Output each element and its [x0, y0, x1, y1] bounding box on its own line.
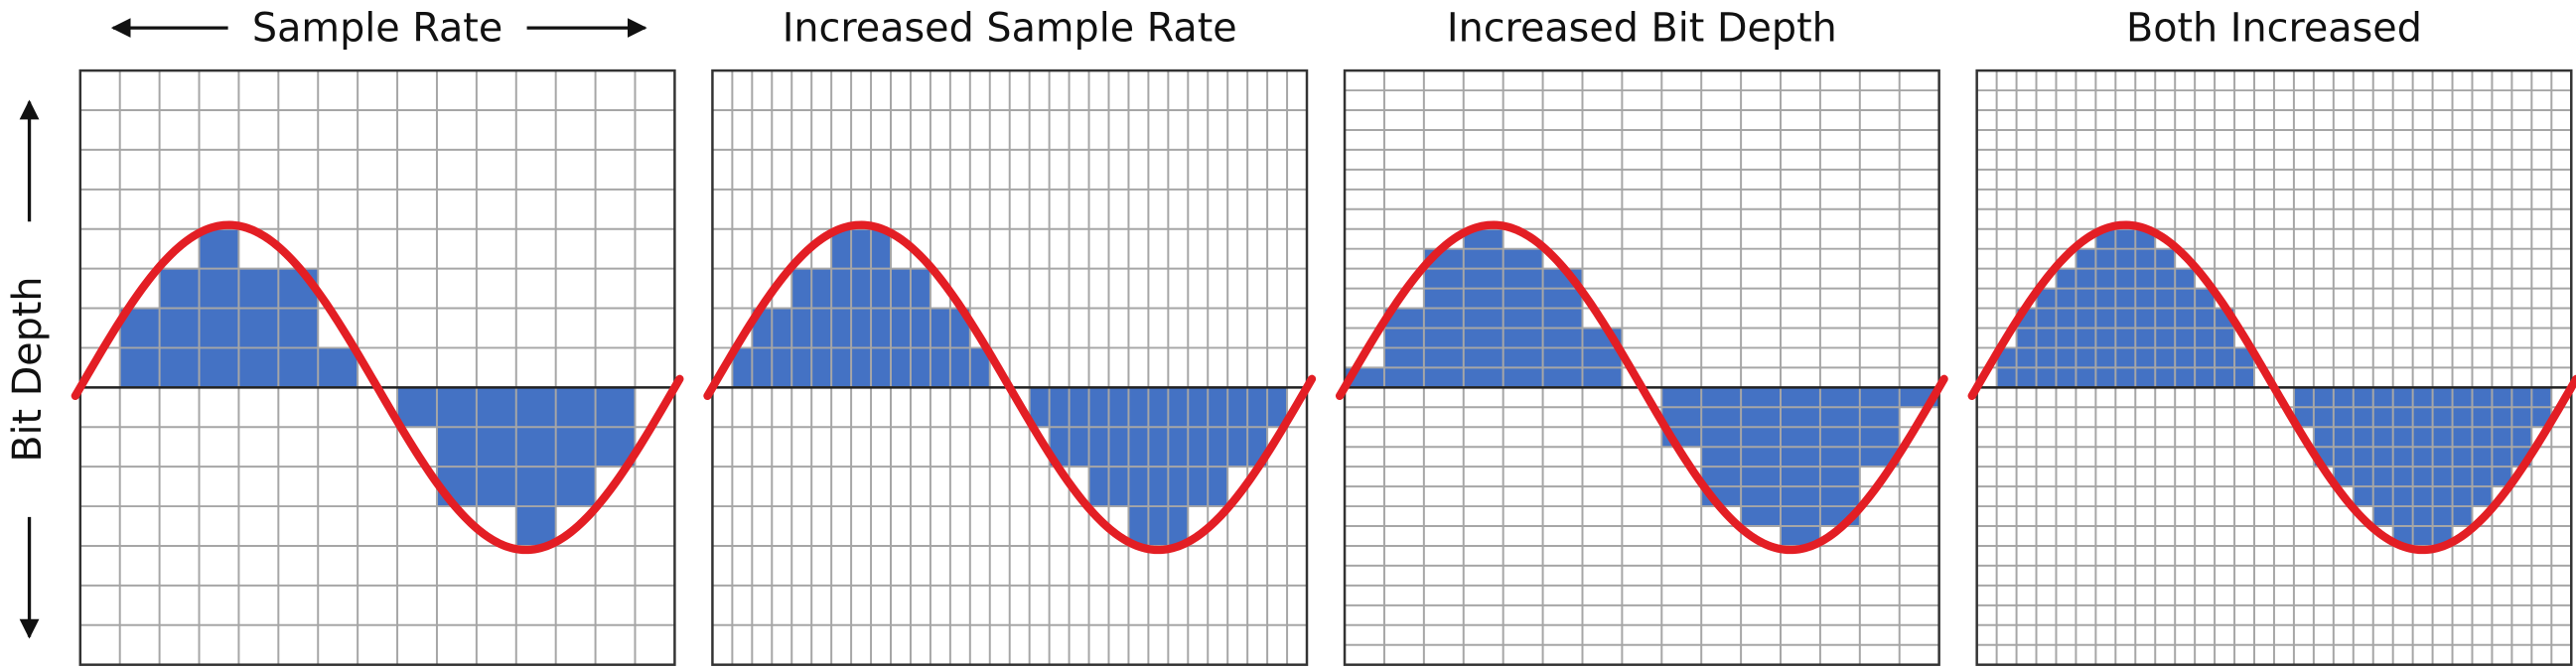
panel-border — [78, 68, 676, 666]
sine-wave — [703, 220, 1317, 555]
quantized-block — [1423, 248, 1464, 388]
quantized-block — [1108, 387, 1129, 507]
panel-border — [1343, 68, 1940, 666]
quantized-block — [1267, 387, 1288, 428]
quantized-block — [159, 268, 200, 388]
panel-title: Sample Rate — [252, 5, 502, 51]
axis-label: Bit Depth — [5, 276, 51, 462]
quantized-block — [318, 347, 358, 388]
sine-wave — [71, 220, 684, 555]
quantized-block — [2036, 288, 2057, 388]
quantized-block — [732, 347, 753, 388]
quantized-block — [1819, 387, 1860, 527]
quantized-block — [397, 387, 437, 428]
quantized-block — [910, 268, 930, 388]
quantized-block — [555, 387, 596, 507]
panel-title: Increased Sample Rate — [783, 5, 1237, 51]
quantized-block — [1208, 387, 1228, 507]
quantized-block — [891, 268, 911, 388]
quantized-block — [1088, 387, 1109, 507]
quantized-block — [2452, 387, 2473, 527]
quantized-block — [2333, 387, 2354, 487]
quantized-block — [811, 268, 832, 388]
quantized-block — [476, 387, 516, 507]
panel-title: Increased Bit Depth — [1447, 5, 1837, 51]
panel-border — [1975, 68, 2573, 666]
quantized-block — [2155, 248, 2176, 388]
quantized-block — [238, 268, 279, 388]
panel: Both Increased — [1967, 5, 2576, 666]
panel: Increased Bit Depth — [1335, 5, 1948, 666]
quantized-block — [2075, 248, 2096, 388]
quantized-block — [2195, 288, 2216, 388]
quantized-block — [2372, 387, 2393, 527]
panel-title: Both Increased — [2126, 5, 2422, 51]
quantized-block — [791, 268, 812, 388]
sine-wave — [1967, 220, 2576, 555]
panel: Sample Rate — [71, 5, 684, 666]
quantized-block — [1503, 248, 1543, 388]
quantized-block — [1741, 387, 1782, 527]
sine-wave — [1335, 220, 1948, 555]
quantized-block — [2492, 387, 2512, 487]
quantized-block — [969, 347, 990, 388]
quantized-block — [1188, 387, 1209, 507]
quantized-block — [1029, 387, 1050, 428]
panel-border — [711, 68, 1309, 666]
panel: Increased Sample Rate — [703, 5, 1317, 666]
